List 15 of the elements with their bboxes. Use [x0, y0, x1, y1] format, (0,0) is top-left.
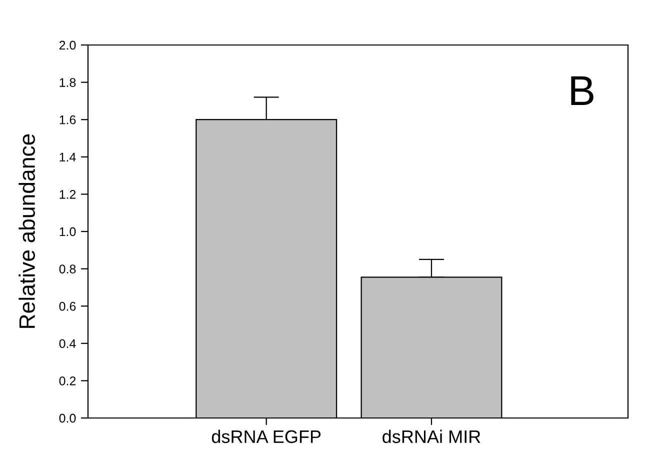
y-tick-label: 0.6	[59, 302, 76, 311]
y-axis-title: Relative abundance	[18, 134, 35, 328]
y-tick-label: 0.2	[59, 376, 76, 386]
annotation: B	[571, 76, 594, 106]
y-tick-label: 1.8	[60, 78, 76, 87]
y-tick-label: 2.0	[59, 40, 76, 50]
y-tick-label: 1.6	[60, 115, 76, 124]
x-tick-label: dsRNA EGFP	[212, 430, 321, 444]
y-tick-label: 0.4	[59, 339, 76, 348]
x-tick-label: dsRNAi MIR	[382, 430, 480, 444]
y-tick-label: 0.0	[59, 414, 76, 423]
y-tick-label: 0.8	[59, 264, 76, 274]
y-tick-label: 1.4	[60, 152, 76, 162]
y-tick-label: 1.2	[60, 190, 76, 199]
y-tick-label: 1.0	[60, 227, 76, 236]
